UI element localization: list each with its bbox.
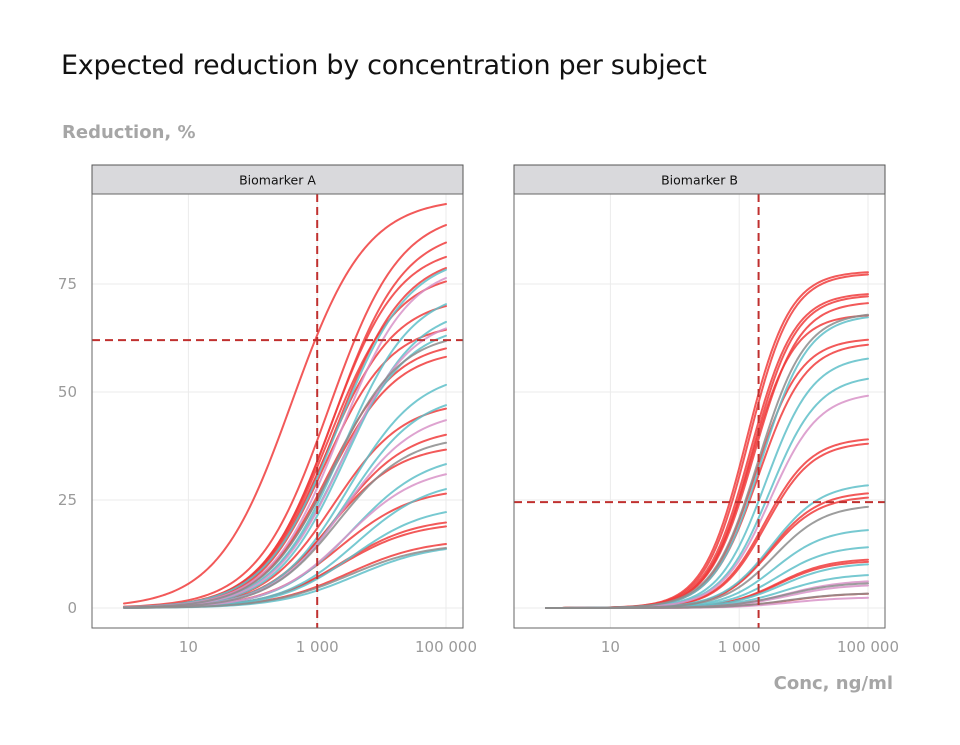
grid bbox=[514, 194, 885, 628]
series-line-gray bbox=[123, 441, 447, 609]
x-tick-label: 1 000 bbox=[718, 638, 761, 656]
series-line-gray bbox=[545, 592, 869, 609]
x-axis-label: Conc, ng/ml bbox=[773, 673, 893, 694]
x-tick-label: 1 000 bbox=[296, 638, 339, 656]
series-group bbox=[545, 271, 869, 609]
series-line-pink bbox=[123, 419, 447, 609]
series-line-red bbox=[123, 355, 447, 609]
panel-1: Biomarker A 10 1 000 100 000 0 25 50 75 bbox=[58, 164, 477, 656]
x-tick-label: 100 000 bbox=[837, 638, 899, 656]
grid bbox=[92, 194, 463, 628]
panel-strip bbox=[91, 164, 464, 195]
x-tick-label: 100 000 bbox=[415, 638, 477, 656]
y-axis-label: Reduction, % bbox=[62, 122, 196, 143]
y-tick-label: 0 bbox=[67, 599, 77, 617]
y-tick-label: 75 bbox=[58, 275, 77, 293]
y-tick-label: 25 bbox=[58, 491, 77, 509]
panel-border bbox=[91, 193, 464, 629]
series-line-red bbox=[545, 442, 869, 609]
series-group bbox=[123, 203, 447, 609]
series-line-red bbox=[123, 203, 447, 605]
series-line-gray bbox=[123, 547, 447, 609]
chart-title: Expected reduction by concentration per … bbox=[61, 50, 707, 81]
x-tick-label: 10 bbox=[179, 638, 198, 656]
panel-border bbox=[513, 193, 886, 629]
series-line-red bbox=[123, 224, 447, 608]
panel-strip-label: Biomarker B bbox=[661, 173, 738, 188]
series-line-red bbox=[545, 271, 869, 609]
x-tick-label: 10 bbox=[601, 638, 620, 656]
y-tick-label: 50 bbox=[58, 383, 77, 401]
panel-strip bbox=[513, 164, 886, 195]
series-line-gray bbox=[123, 339, 447, 609]
panel-2: Biomarker B 10 1 000 100 000 bbox=[513, 164, 899, 656]
panel-strip-label: Biomarker A bbox=[239, 173, 316, 188]
series-line-red bbox=[123, 347, 447, 609]
